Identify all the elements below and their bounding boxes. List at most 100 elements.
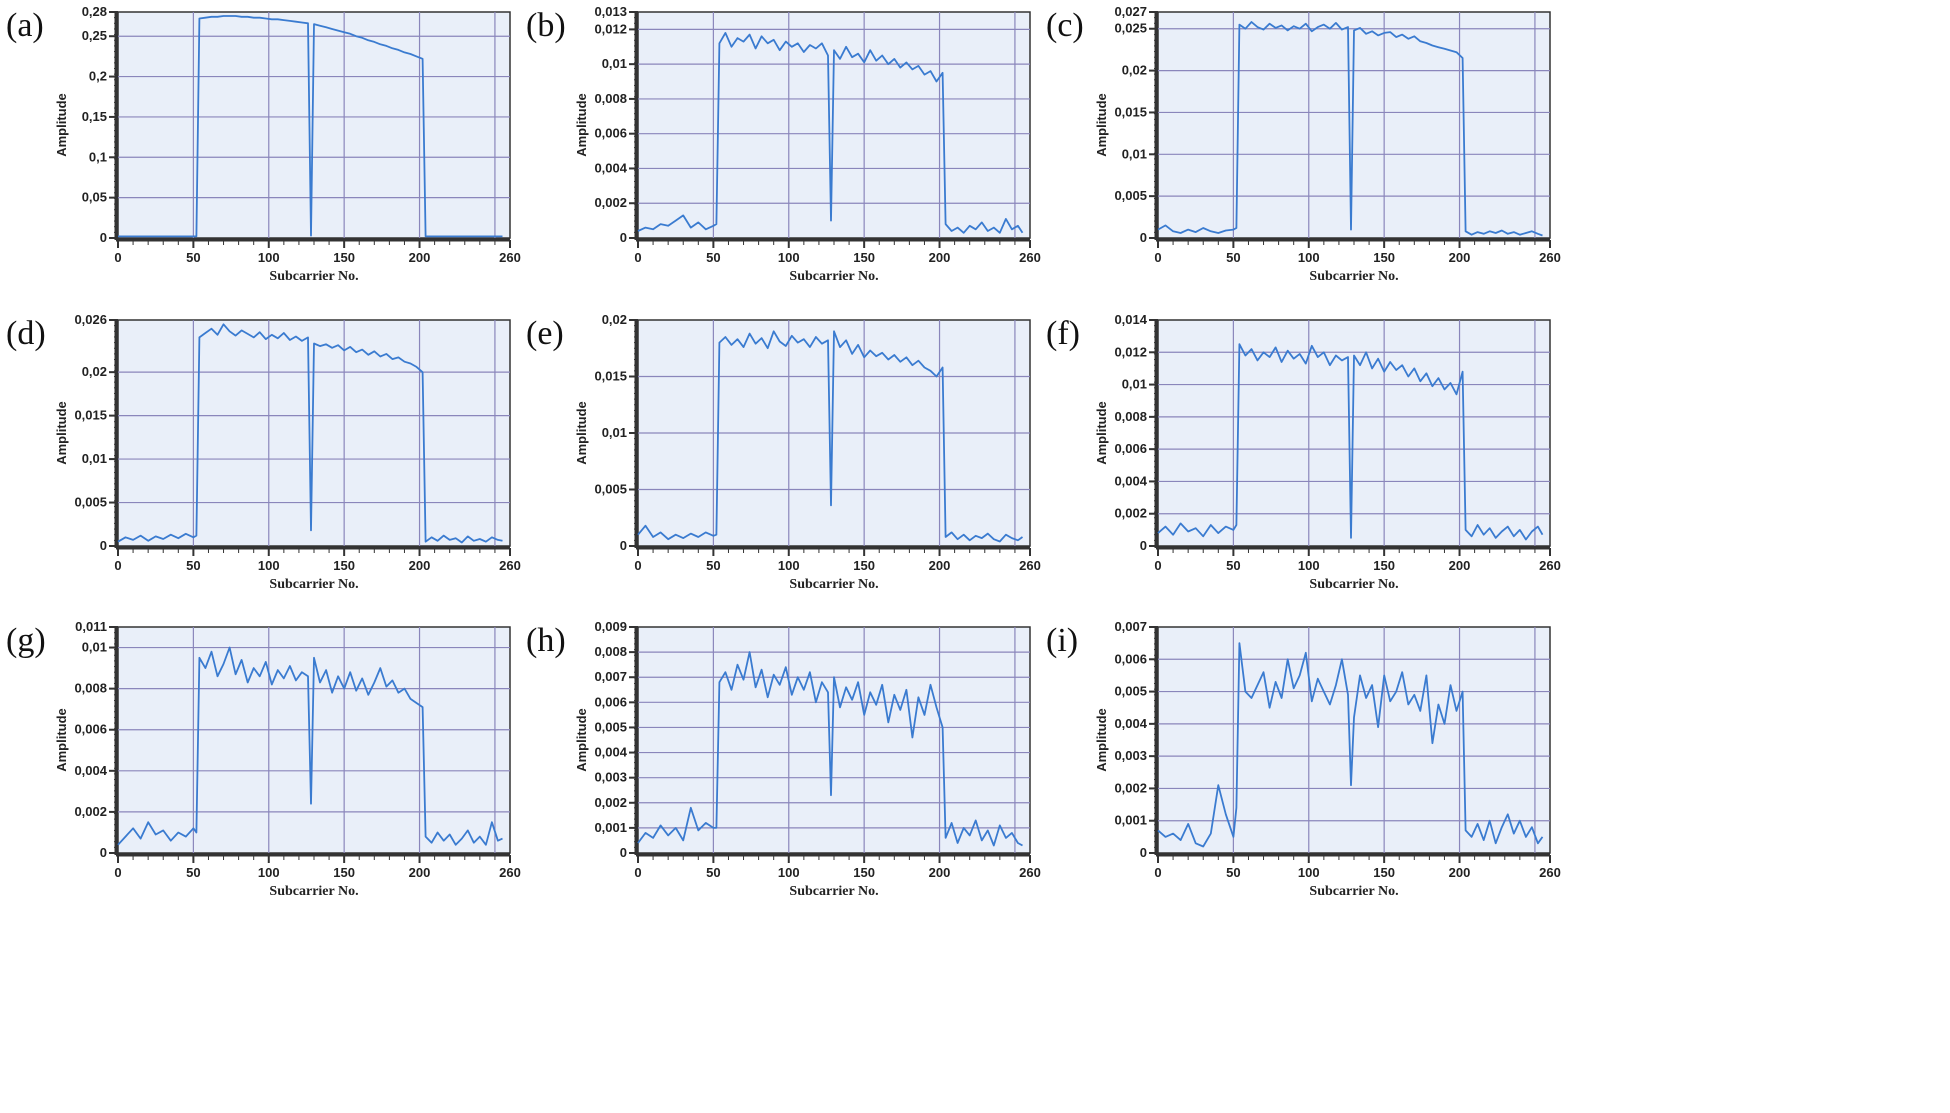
y-tick-label: 0: [1140, 230, 1147, 245]
x-tick-label: 260: [499, 250, 521, 265]
y-tick-label: 0,002: [1114, 506, 1147, 521]
x-tick-label: 100: [778, 558, 800, 573]
y-tick-label: 0,005: [1114, 684, 1147, 699]
x-tick-label: 50: [706, 865, 720, 880]
x-tick-label: 50: [186, 250, 200, 265]
y-tick-label: 0,012: [594, 21, 627, 36]
panel-label: (c): [1046, 7, 1084, 44]
y-tick-label: 0,28: [82, 4, 107, 19]
x-tick-label: 150: [333, 558, 355, 573]
x-tick-label: 200: [929, 865, 951, 880]
panel-label: (h): [526, 622, 566, 659]
x-tick-label: 260: [1539, 865, 1561, 880]
amplitude-series-line: [117, 323, 503, 544]
x-tick-label: 0: [634, 865, 641, 880]
x-tick-label: 50: [1226, 250, 1240, 265]
y-tick-label: 0,002: [594, 195, 627, 210]
panel-label: (g): [6, 622, 46, 659]
y-tick-label: 0,008: [594, 91, 627, 106]
chart-panel: (a) 0 0,05 0,1 0,15 0,2 0,25 0,28 0 50 100 150 200 26…: [6, 4, 521, 284]
y-tick-label: 0,005: [74, 495, 107, 510]
x-tick-label: 50: [186, 865, 200, 880]
x-tick-label: 100: [1298, 250, 1320, 265]
chart-panel: (f) 0 0,002 0,004 0,006 0,008 0,01 0,012 0,014 0 5…: [1046, 312, 1561, 592]
y-tick-label: 0: [100, 538, 107, 553]
x-tick-label: 200: [929, 558, 951, 573]
x-tick-label: 100: [1298, 558, 1320, 573]
y-tick-label: 0,02: [82, 364, 107, 379]
y-tick-label: 0: [1140, 845, 1147, 860]
amplitude-series-line: [1157, 642, 1544, 848]
x-tick-label: 100: [258, 558, 280, 573]
y-tick-label: 0,008: [594, 644, 627, 659]
chart-panel: (c) 0 0,005 0,01 0,015 0,02 0,025 0,027 0 50 100 15…: [1046, 4, 1561, 284]
y-tick-label: 0,002: [594, 795, 627, 810]
x-tick-label: 100: [778, 865, 800, 880]
x-tick-label: 50: [1226, 865, 1240, 880]
x-axis-label: Subcarrier No.: [1309, 577, 1398, 592]
y-tick-label: 0,01: [1122, 377, 1147, 392]
x-tick-label: 260: [1019, 250, 1041, 265]
chart-panel: (i) 0 0,001 0,002 0,003 0,004 0,005 0,006 0,007 0…: [1046, 619, 1561, 899]
x-tick-label: 260: [1019, 865, 1041, 880]
y-tick-label: 0,003: [1114, 748, 1147, 763]
x-tick-label: 0: [1154, 865, 1161, 880]
y-tick-label: 0,002: [1114, 780, 1147, 795]
plot-area: [637, 11, 1031, 239]
x-axis-label: Subcarrier No.: [789, 577, 878, 592]
chart-panel: (d) 0 0,005 0,01 0,015 0,02 0,026 0 50 100 150 200 2…: [6, 312, 521, 592]
chart-panel: (b) 0 0,002 0,004 0,006 0,008 0,01 0,012 0,013 0 5…: [526, 4, 1041, 284]
amplitude-series-line: [1157, 343, 1544, 541]
x-tick-label: 100: [258, 250, 280, 265]
y-tick-label: 0,009: [594, 619, 627, 634]
y-axis-label: Amplitude: [1094, 401, 1109, 465]
panel-label: (a): [6, 7, 44, 44]
y-tick-label: 0,004: [74, 763, 107, 778]
x-tick-label: 260: [1019, 558, 1041, 573]
y-tick-label: 0: [620, 538, 627, 553]
amplitude-series-line: [117, 646, 503, 846]
y-axis-label: Amplitude: [54, 93, 69, 157]
x-axis-label: Subcarrier No.: [269, 577, 358, 592]
y-tick-label: 0,012: [1114, 344, 1147, 359]
y-tick-label: 0,004: [594, 160, 627, 175]
panel-label: (f): [1046, 315, 1080, 352]
y-tick-label: 0,008: [74, 681, 107, 696]
y-tick-label: 0,2: [89, 69, 107, 84]
x-axis-label: Subcarrier No.: [269, 269, 358, 284]
y-tick-label: 0,006: [1114, 651, 1147, 666]
x-axis-label: Subcarrier No.: [789, 884, 878, 899]
y-tick-label: 0,007: [1114, 619, 1147, 634]
y-tick-label: 0,025: [1114, 21, 1147, 36]
panel-label: (i): [1046, 622, 1078, 659]
y-axis-label: Amplitude: [574, 708, 589, 772]
x-tick-label: 260: [499, 865, 521, 880]
x-tick-label: 100: [258, 865, 280, 880]
x-tick-label: 200: [409, 558, 431, 573]
y-tick-label: 0,02: [1122, 63, 1147, 78]
y-tick-label: 0,05: [82, 190, 107, 205]
y-tick-label: 0,01: [602, 425, 627, 440]
y-tick-label: 0,013: [594, 4, 627, 19]
x-tick-label: 150: [853, 250, 875, 265]
y-tick-label: 0,005: [594, 482, 627, 497]
y-tick-label: 0,02: [602, 312, 627, 327]
y-axis-label: Amplitude: [1094, 708, 1109, 772]
x-tick-label: 0: [114, 865, 121, 880]
x-tick-label: 260: [499, 558, 521, 573]
x-tick-label: 0: [114, 250, 121, 265]
y-tick-label: 0,01: [82, 451, 107, 466]
y-tick-label: 0,001: [1114, 813, 1147, 828]
y-tick-label: 0,004: [594, 745, 627, 760]
y-tick-label: 0,014: [1114, 312, 1147, 327]
x-tick-label: 200: [1449, 865, 1471, 880]
x-axis-label: Subcarrier No.: [269, 884, 358, 899]
x-tick-label: 0: [114, 558, 121, 573]
y-tick-label: 0,003: [594, 770, 627, 785]
panel-label: (b): [526, 7, 566, 44]
x-tick-label: 260: [1539, 558, 1561, 573]
y-tick-label: 0: [620, 230, 627, 245]
x-axis-label: Subcarrier No.: [789, 269, 878, 284]
y-tick-label: 0: [620, 845, 627, 860]
x-tick-label: 0: [1154, 250, 1161, 265]
